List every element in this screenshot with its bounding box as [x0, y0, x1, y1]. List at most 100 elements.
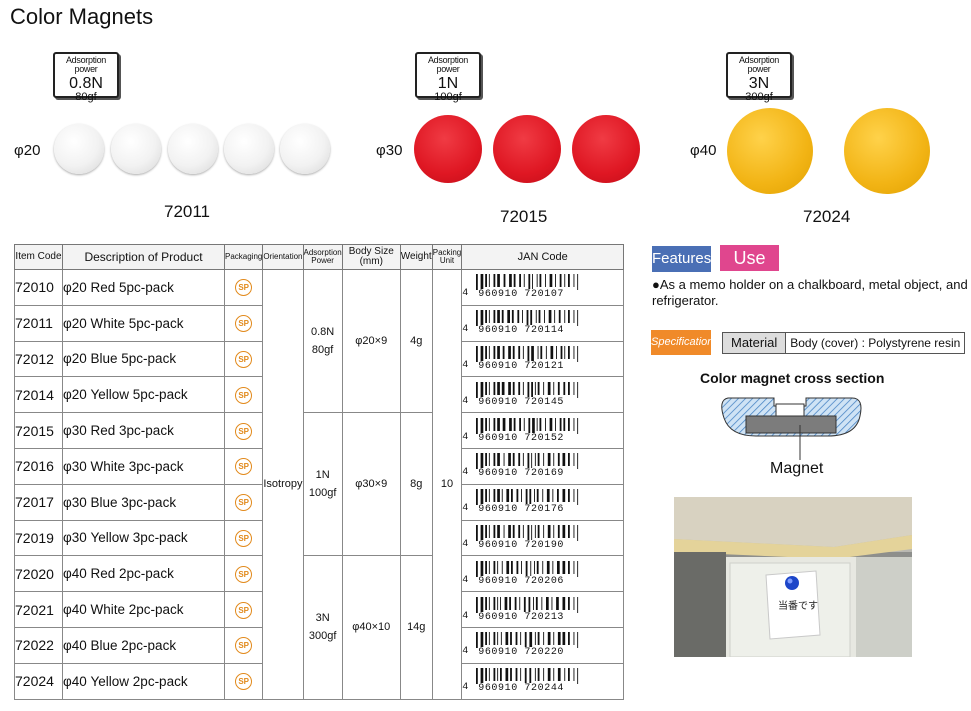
jan-first-digit: 4: [462, 288, 469, 300]
badge-value: 1N: [437, 75, 459, 92]
packaging-cell: SP: [223, 662, 264, 700]
barcode: 4 960910 720169: [462, 451, 592, 481]
packaging-cell: SP: [223, 626, 264, 664]
item-code: 72015: [14, 412, 63, 449]
jan-digits: 960910 720152: [478, 432, 565, 444]
adsorption-badge-2: Adsorption power 1N 100gf: [415, 52, 481, 103]
barcode: 4 960910 720206: [462, 559, 592, 589]
packaging-cell: SP: [223, 376, 264, 414]
table-row: 72019 φ30 Yellow 3pc-pack SP 4 960910 720190: [14, 519, 625, 557]
barcode: 4 960910 720190: [462, 523, 592, 553]
table-row: 72011 φ20 White 5pc-pack SP 4 960910 720114: [14, 304, 625, 342]
barcode-bars: [476, 345, 579, 362]
item-code: 72024: [14, 662, 63, 700]
item-code: 72017: [14, 483, 63, 521]
jan-digits: 960910 720169: [478, 468, 565, 480]
packaging-cell: SP: [223, 269, 264, 306]
item-code: 72016: [14, 447, 63, 485]
header-adsorption-power: Adsorption Power: [302, 244, 343, 270]
header-description: Description of Product: [62, 244, 225, 270]
yellow-magnet: [727, 108, 813, 194]
packaging-cell: SP: [223, 555, 264, 593]
jan-digits: 960910 720220: [478, 647, 565, 659]
item-code: 72020: [14, 555, 63, 593]
adsorption-power-value: 0.8N 80gf: [302, 268, 343, 414]
white-magnet: [280, 124, 330, 174]
power-newton: 0.8N: [311, 326, 335, 339]
jan-digits: 960910 720244: [478, 683, 565, 695]
jan-first-digit: 4: [462, 646, 469, 658]
sp-packaging-icon: SP: [235, 279, 253, 297]
jan-first-digit: 4: [462, 359, 469, 371]
header-body-size: Body Size (mm): [341, 244, 401, 270]
jan-first-digit: 4: [462, 682, 469, 694]
product-description: φ30 White 3pc-pack: [62, 447, 225, 485]
badge-label: Adsorption power: [65, 55, 107, 74]
features-tag: Features: [652, 246, 711, 272]
barcode-bars: [476, 417, 579, 434]
packaging-cell: SP: [223, 304, 264, 342]
table-row: 72016 φ30 White 3pc-pack SP 4 960910 720169: [14, 447, 625, 485]
table-row: 72010 φ20 Red 5pc-pack SP Isotropy 0.8N 80gf φ…: [14, 268, 625, 700]
product-table: Item Code Description of Product Packagi…: [14, 244, 625, 700]
jan-digits: 960910 720121: [478, 360, 565, 372]
jan-digits: 960910 720176: [478, 504, 565, 516]
product-code-3: 72024: [803, 207, 851, 226]
weight-value: 4g: [399, 268, 433, 414]
jan-code-cell: 4 960910 720220: [461, 626, 625, 664]
packaging-cell: SP: [223, 483, 264, 521]
barcode: 4 960910 720121: [462, 344, 592, 374]
jan-digits: 960910 720145: [478, 396, 565, 408]
packaging-cell: SP: [223, 340, 264, 378]
body-size-value: φ30×9: [341, 412, 401, 557]
jan-first-digit: 4: [462, 574, 469, 586]
product-description: φ20 Red 5pc-pack: [62, 269, 225, 306]
adsorption-power-value: 1N 100gf: [302, 412, 343, 557]
jan-code-cell: 4 960910 720107: [461, 269, 625, 306]
white-magnet: [224, 124, 274, 174]
jan-first-digit: 4: [462, 467, 469, 479]
material-value: Body (cover) : Polystyrene resin: [790, 336, 961, 350]
power-gf: 300gf: [308, 630, 337, 643]
item-code: 72019: [14, 519, 63, 557]
cross-section-diagram: [721, 397, 862, 460]
adsorption-power-value: 3N 300gf: [302, 555, 343, 700]
table-row: 72024 φ40 Yellow 2pc-pack SP 4 960910 720244: [14, 662, 625, 700]
badge-value: 3N: [748, 75, 770, 92]
barcode: 4 960910 720114: [462, 308, 592, 338]
size-label-2: φ30: [376, 142, 403, 159]
material-key: Material: [723, 333, 787, 353]
jan-code-cell: 4 960910 720176: [461, 483, 625, 521]
jan-digits: 960910 720190: [478, 539, 565, 551]
red-magnet: [572, 115, 640, 183]
power-newton: 3N: [315, 612, 330, 625]
sp-packaging-icon: SP: [235, 565, 253, 583]
packaging-cell: SP: [223, 591, 264, 628]
item-code: 72021: [14, 591, 63, 628]
red-magnet: [493, 115, 561, 183]
material-box: Material Body (cover) : Polystyrene resi…: [722, 332, 966, 354]
yellow-magnet: [844, 108, 930, 194]
header-item-code: Item Code: [14, 244, 63, 270]
jan-code-cell: 4 960910 720152: [461, 412, 625, 449]
table-row: 72020 φ40 Red 2pc-pack SP 3N 300gf φ40×10 14g 4…: [14, 555, 625, 700]
jan-code-cell: 4 960910 720114: [461, 304, 625, 342]
item-code: 72022: [14, 626, 63, 664]
badge-sub: 80gf: [75, 91, 97, 103]
barcode-bars: [476, 453, 579, 470]
magnet-label: Magnet: [770, 460, 824, 477]
header-packing-unit: Packing Unit: [431, 244, 463, 270]
badge-label: Adsorption power: [738, 55, 780, 74]
memo-note-text: 当番です: [778, 599, 818, 612]
cross-section-title: Color magnet cross section: [700, 370, 885, 386]
jan-code-cell: 4 960910 720169: [461, 447, 625, 485]
power-newton: 1N: [315, 469, 330, 482]
badge-value: 0.8N: [69, 75, 103, 92]
orientation-value: Isotropy: [262, 269, 304, 700]
jan-digits: 960910 720213: [478, 611, 565, 623]
product-description: φ30 Red 3pc-pack: [62, 412, 225, 449]
product-code-2: 72015: [500, 207, 548, 226]
body-size-value: φ40×10: [341, 555, 401, 700]
product-description: φ20 Blue 5pc-pack: [62, 340, 225, 378]
weight-value: 14g: [399, 555, 433, 700]
